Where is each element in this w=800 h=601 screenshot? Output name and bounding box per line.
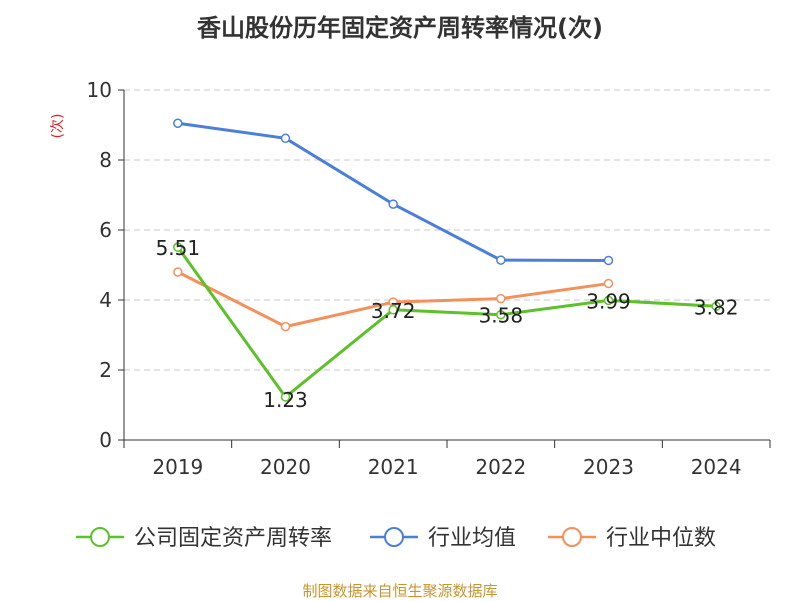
x-tick-label: 2024 [691,455,742,479]
data-label: 3.99 [586,289,631,313]
data-point [603,255,614,266]
legend-swatch-marker [90,527,110,547]
y-tick-label: 8 [99,148,112,172]
source-note: 制图数据来自恒生聚源数据库 [302,582,498,600]
data-point [280,321,291,332]
y-tick-label: 2 [99,358,112,382]
legend-label: 公司固定资产周转率 [134,526,332,551]
data-label: 3.82 [694,295,739,319]
data-point [711,301,721,312]
y-tick-label: 4 [99,288,112,312]
x-tick-label: 2021 [368,455,419,479]
data-point [388,305,398,315]
data-point [603,278,614,289]
data-point [496,309,506,320]
chart-title: 香山股份历年固定资产周转率情况(次) [197,14,603,42]
data-point [280,133,291,144]
series-line [176,246,717,399]
x-tick-label: 2022 [475,455,526,479]
data-point [173,242,183,252]
data-point [173,267,183,277]
y-tick-label: 0 [99,428,112,452]
y-tick-label: 10 [87,78,112,102]
data-point [496,255,506,265]
data-point [496,293,506,304]
data-label: 5.51 [156,236,201,260]
x-tick-label: 2023 [583,455,634,479]
x-tick-label: 2020 [260,455,311,479]
data-label: 3.72 [371,299,416,323]
legend-label: 行业中位数 [606,526,716,551]
legend-label: 行业均值 [428,526,516,551]
data-point [388,199,398,209]
y-tick-label: 6 [99,218,112,242]
data-point [603,295,614,306]
y-axis-label: (次) [50,114,66,139]
data-label: 3.58 [479,304,524,328]
legend-swatch-marker [562,527,582,547]
x-tick-label: 2019 [152,455,203,479]
series-line [177,121,609,262]
data-label: 1.23 [263,388,308,412]
data-point [280,392,291,402]
data-point [173,118,183,128]
legend-swatch-marker [384,527,404,547]
